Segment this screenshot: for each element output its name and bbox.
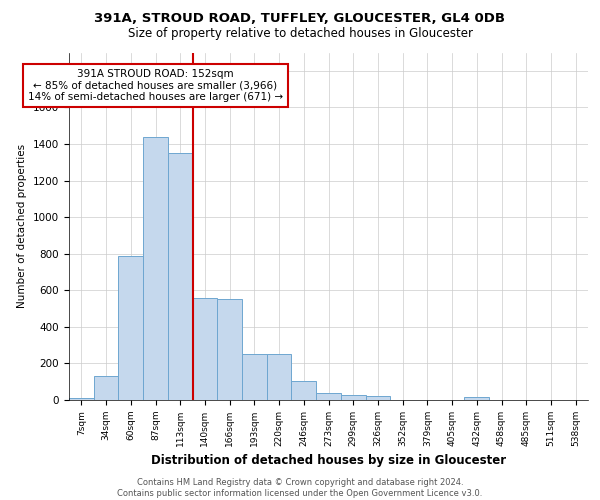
Bar bbox=[168, 153, 193, 400]
Text: Contains HM Land Registry data © Crown copyright and database right 2024.
Contai: Contains HM Land Registry data © Crown c… bbox=[118, 478, 482, 498]
Bar bbox=[341, 394, 365, 400]
Bar bbox=[193, 298, 217, 400]
Bar bbox=[242, 354, 267, 400]
Bar bbox=[69, 398, 94, 400]
Y-axis label: Number of detached properties: Number of detached properties bbox=[17, 144, 28, 308]
Bar bbox=[292, 381, 316, 400]
Bar bbox=[94, 376, 118, 400]
Bar bbox=[143, 136, 168, 400]
Bar bbox=[316, 392, 341, 400]
Text: 391A, STROUD ROAD, TUFFLEY, GLOUCESTER, GL4 0DB: 391A, STROUD ROAD, TUFFLEY, GLOUCESTER, … bbox=[95, 12, 505, 26]
X-axis label: Distribution of detached houses by size in Gloucester: Distribution of detached houses by size … bbox=[151, 454, 506, 468]
Text: 391A STROUD ROAD: 152sqm
← 85% of detached houses are smaller (3,966)
14% of sem: 391A STROUD ROAD: 152sqm ← 85% of detach… bbox=[28, 69, 283, 102]
Bar bbox=[464, 398, 489, 400]
Text: Size of property relative to detached houses in Gloucester: Size of property relative to detached ho… bbox=[128, 28, 473, 40]
Bar bbox=[365, 396, 390, 400]
Bar bbox=[217, 300, 242, 400]
Bar bbox=[118, 256, 143, 400]
Bar bbox=[267, 354, 292, 400]
